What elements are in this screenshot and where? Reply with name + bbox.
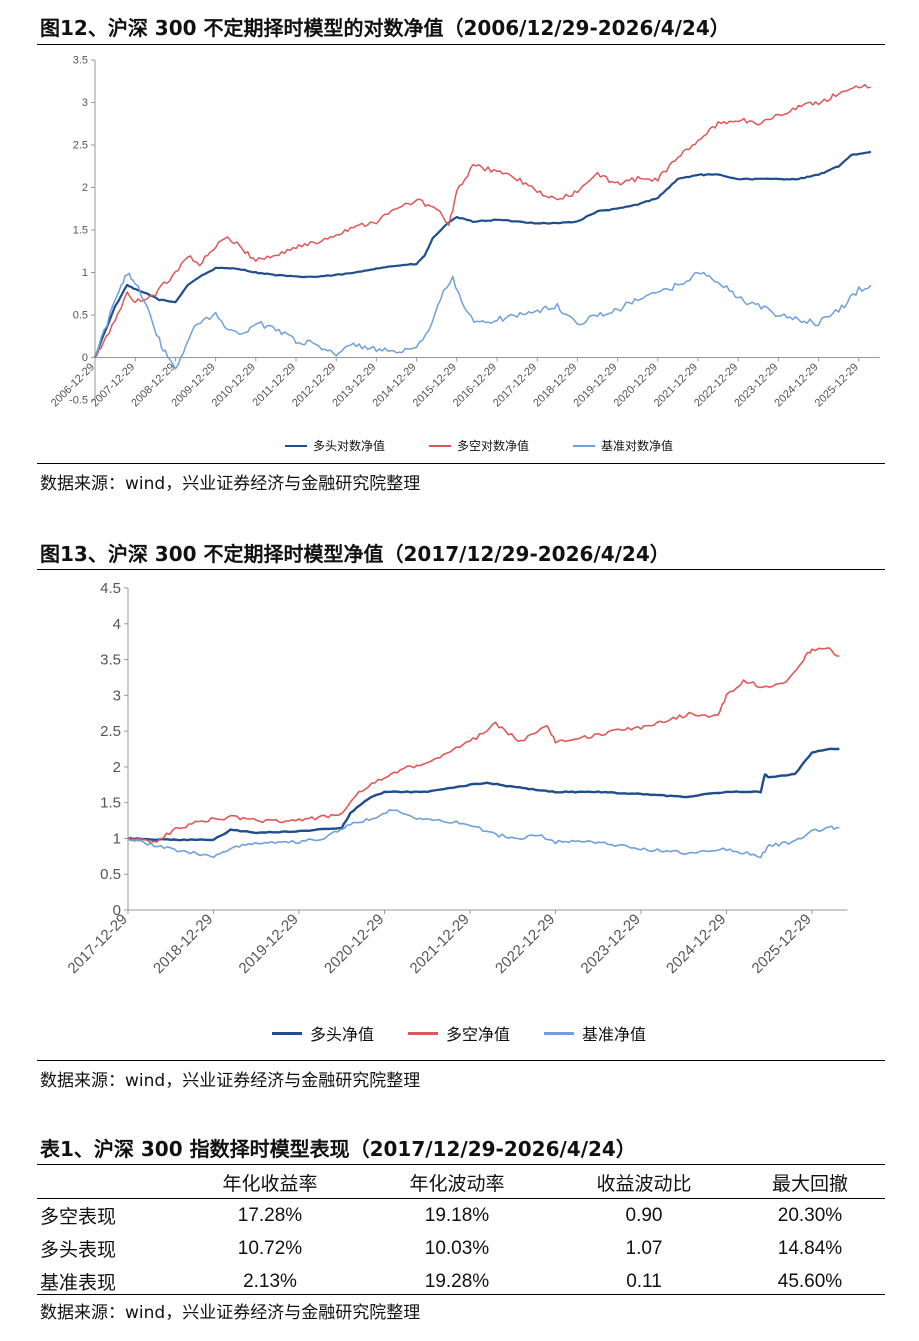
fig12-chart: 3.532.521.510.50-0.52006-12-292007-12-29…	[49, 55, 880, 409]
series-line-long	[127, 747, 840, 842]
fig13-top-rule	[37, 569, 885, 570]
x-tick-label: 2020-12-29	[321, 911, 387, 977]
y-tick-label: 2.5	[73, 140, 88, 152]
fig12-legend: 多头对数净值 多空对数净值 基准对数净值	[285, 437, 673, 454]
y-tick-label: 2	[82, 182, 88, 194]
table-header-cell: 最大回撤	[735, 1166, 885, 1199]
x-tick-label: 2021-12-29	[407, 911, 473, 977]
legend-swatch	[573, 444, 596, 447]
series-line-longshort	[127, 647, 840, 844]
table-cell: 10.03%	[424, 1237, 490, 1259]
legend-label: 多空净值	[446, 1025, 511, 1044]
legend-swatch	[285, 444, 307, 447]
table-cell: 45.60%	[777, 1270, 843, 1292]
table-header-row: 年化收益率 年化波动率 收益波动比 最大回撤	[37, 1166, 885, 1199]
table-cell: 17.28%	[237, 1204, 303, 1226]
series-line-longshort	[94, 83, 872, 357]
x-tick-label: 2025-12-29	[749, 911, 815, 977]
table-header-cell: 年化波动率	[361, 1166, 553, 1199]
y-tick-label: 3.5	[100, 652, 121, 669]
fig13-source: 数据来源：wind，兴业证券经济与金融研究院整理	[40, 1071, 421, 1091]
x-tick-label: 2010-12-29	[210, 361, 258, 409]
table-cell: 0.90	[625, 1204, 663, 1226]
legend-swatch	[272, 1031, 302, 1035]
y-tick-label: 1.5	[73, 225, 88, 237]
table-header-cell	[37, 1166, 179, 1199]
x-tick-label: 2022-12-29	[492, 911, 558, 977]
series-line-benchmark	[127, 809, 840, 859]
table-header-cell: 年化收益率	[179, 1166, 361, 1199]
fig12-top-rule	[37, 44, 885, 45]
legend-label: 多空对数净值	[457, 439, 530, 453]
y-tick-label: 0	[113, 902, 121, 919]
table-header-cell: 收益波动比	[553, 1166, 735, 1199]
legend-label: 多头净值	[310, 1025, 375, 1044]
y-tick-label: 4	[113, 616, 121, 633]
row-label: 多空表现	[40, 1206, 117, 1228]
table-row: 基准表现 2.13% 19.28% 0.11 45.60%	[37, 1265, 885, 1298]
table1-bottom-rule	[37, 1294, 885, 1295]
fig12-bottom-rule	[37, 463, 885, 464]
fig13-title: 图13、沪深 300 不定期择时模型净值（2017/12/29-2026/4/2…	[40, 542, 670, 566]
y-tick-label: 3.5	[73, 55, 88, 67]
performance-table: 年化收益率 年化波动率 收益波动比 最大回撤 多空表现 17.28% 19.18…	[37, 1166, 885, 1298]
table-cell: 20.30%	[777, 1204, 843, 1226]
x-tick-label: 2025-12-29	[813, 361, 861, 409]
x-tick-label: 2017-12-29	[65, 911, 131, 977]
row-label: 基准表现	[40, 1272, 117, 1294]
fig13-bottom-rule	[37, 1060, 885, 1061]
legend-label: 基准净值	[582, 1025, 647, 1044]
y-tick-label: 3	[113, 687, 121, 704]
legend-item-longshort: 多空对数净值	[429, 437, 529, 454]
table-cell: 0.11	[626, 1270, 662, 1292]
legend-item-long: 多头对数净值	[285, 437, 385, 454]
table-cell: 14.84%	[777, 1237, 843, 1259]
y-tick-label: 0	[82, 352, 88, 364]
table1-top-rule	[37, 1164, 885, 1165]
fig12-title: 图12、沪深 300 不定期择时模型的对数净值（2006/12/29-2026/…	[40, 16, 730, 40]
table-cell: 1.07	[625, 1237, 663, 1259]
x-tick-label: 2018-12-29	[150, 911, 216, 977]
x-tick-label: 2023-12-29	[578, 911, 644, 977]
y-tick-label: 1.5	[100, 795, 121, 812]
legend-item-long: 多头净值	[272, 1021, 374, 1045]
y-tick-label: 0.5	[73, 310, 88, 322]
legend-swatch	[544, 1031, 575, 1035]
legend-label: 基准对数净值	[601, 439, 674, 453]
legend-swatch	[408, 1031, 439, 1035]
table-cell: 19.18%	[424, 1204, 490, 1226]
legend-label: 多头对数净值	[313, 439, 386, 453]
y-tick-label: 1	[113, 830, 121, 847]
y-tick-label: 0.5	[100, 866, 121, 883]
legend-item-benchmark: 基准对数净值	[573, 437, 673, 454]
row-label: 多头表现	[40, 1239, 117, 1261]
y-tick-label: 4.5	[100, 580, 121, 597]
x-tick-label: 2024-12-29	[663, 911, 729, 977]
series-line-long	[93, 150, 872, 358]
y-tick-label: 1	[82, 267, 88, 279]
y-tick-label: 3	[82, 97, 88, 109]
legend-item-benchmark: 基准净值	[544, 1021, 646, 1045]
table-cell: 2.13%	[243, 1270, 297, 1292]
table-cell: 10.72%	[237, 1237, 303, 1259]
table-row: 多空表现 17.28% 19.18% 0.90 20.30%	[37, 1199, 885, 1233]
series-line-benchmark	[94, 271, 872, 370]
table-cell: 19.28%	[424, 1270, 490, 1292]
fig13-legend: 多头净值 多空净值 基准净值	[272, 1021, 646, 1045]
table-row: 多头表现 10.72% 10.03% 1.07 14.84%	[37, 1232, 885, 1265]
x-tick-label: 2019-12-29	[236, 911, 302, 977]
y-tick-label: -0.5	[69, 395, 88, 407]
legend-swatch	[429, 444, 452, 447]
table1-title: 表1、沪深 300 指数择时模型表现（2017/12/29-2026/4/24）	[40, 1137, 636, 1161]
table1-source: 数据来源：wind，兴业证券经济与金融研究院整理	[40, 1303, 421, 1323]
fig12-source: 数据来源：wind，兴业证券经济与金融研究院整理	[40, 474, 421, 494]
legend-item-longshort: 多空净值	[408, 1021, 510, 1045]
y-tick-label: 2.5	[100, 723, 121, 740]
y-tick-label: 2	[113, 759, 121, 776]
